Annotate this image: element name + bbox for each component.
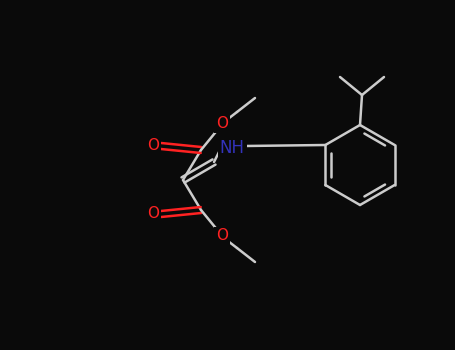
- Text: NH: NH: [219, 139, 244, 157]
- Text: O: O: [147, 139, 159, 154]
- Text: O: O: [216, 229, 228, 244]
- Text: O: O: [147, 206, 159, 222]
- Text: O: O: [216, 117, 228, 132]
